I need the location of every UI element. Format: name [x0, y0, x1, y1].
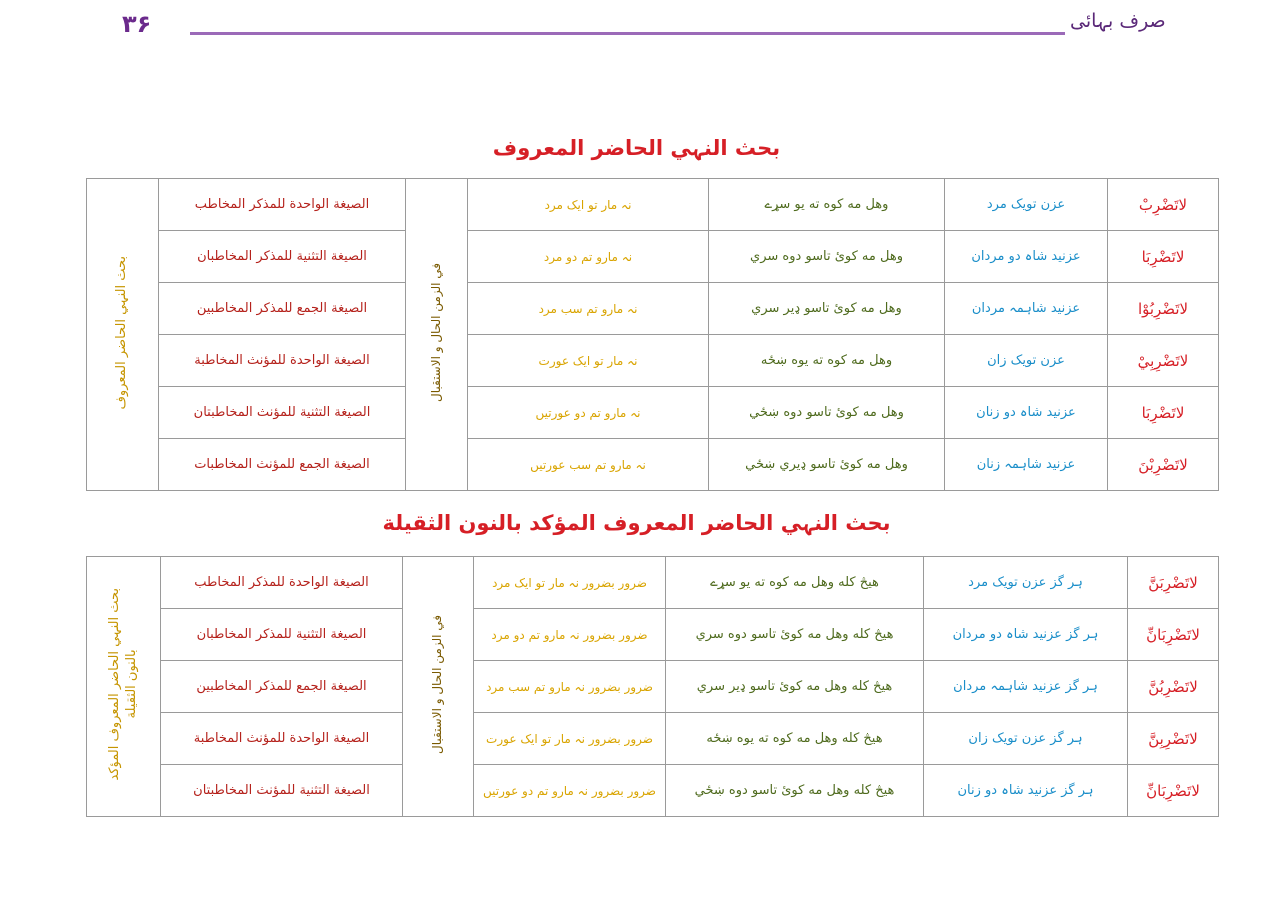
sigha-cell: الصیغة الواحدة للمذکر المخاطب	[160, 556, 403, 609]
sigha-cell: الصیغة الواحدة للمذکر المخاطب	[158, 178, 406, 231]
section1-side-label: بحث النہي الحاضر المعروف	[86, 178, 159, 491]
book-title: صرف بہائی	[1070, 10, 1166, 32]
sigha-cell: الصیغة الواحدة للمؤنث المخاطبة	[160, 712, 403, 765]
meaning-cell: نہ مارو تم سب عورتیں	[467, 438, 709, 491]
urdu-cell: ہر گز عزنید شاہ دو زنان	[923, 764, 1128, 817]
meaning-cell: نہ مارو تم دو عورتیں	[467, 386, 709, 439]
sigha-cell: الصیغة الجمع للمذکر المخاطبین	[158, 282, 406, 335]
pashto-cell: وهل مه کوئ تاسو دوه سري	[708, 230, 945, 283]
table-row: بحث النہي الحاضر المعروف المؤکد بالنون ال…	[86, 556, 1219, 817]
sigha-cell: الصیغة التثنیة للمذکر المخاطبان	[160, 608, 403, 661]
verb-cell: لاتَضْرِبُنَّ	[1127, 660, 1219, 713]
header-rule	[190, 32, 1065, 35]
urdu-cell: عزن تویک زان	[944, 334, 1108, 387]
meaning-cell: ضرور بضرور نہ مارو تم سب مرد	[473, 660, 666, 713]
pashto-cell: هیڅ کله وهل مه کوئ تاسو دوه ښځي	[665, 764, 924, 817]
pashto-cell: وهل مه کوئ تاسو ډیر سري	[708, 282, 945, 335]
verb-cell: لاتَضْرِبُوْا	[1107, 282, 1219, 335]
table-row: الصیغة الجمع للمذکر المخاطبین ضرور بضرور…	[87, 660, 1219, 713]
pashto-cell: وهل مه کوئ تاسو ډیري ښځي	[708, 438, 945, 491]
pashto-cell: هیڅ کله وهل مه کوئ تاسو ډیر سري	[665, 660, 924, 713]
verb-cell: لاتَضْرِبَانِّ	[1127, 608, 1219, 661]
verb-cell: لاتَضْرِبْنَ	[1107, 438, 1219, 491]
sigha-cell: الصیغة الواحدة للمؤنث المخاطبة	[158, 334, 406, 387]
pashto-cell: وهل مه کوئ تاسو دوه ښځي	[708, 386, 945, 439]
section1-table: بحث النہي الحاضر المعروف الصیغة الواحدة …	[86, 178, 1219, 491]
pashto-cell: وهل مه کوه ته یوه ښځه	[708, 334, 945, 387]
verb-cell: لاتَضْرِبِيْ	[1107, 334, 1219, 387]
pashto-cell: هیڅ کله وهل مه کوئ تاسو دوه سري	[665, 608, 924, 661]
table-row: الصیغة التثنیة للمذکر المخاطبان ضرور بضر…	[87, 608, 1219, 661]
verb-cell: لاتَضْرِبَا	[1107, 230, 1219, 283]
pashto-cell: هیڅ کله وهل مه کوه ته یوه ښځه	[665, 712, 924, 765]
section2-time-label: في الزمن الحال و الاستقبال	[402, 556, 474, 817]
sigha-cell: الصیغة التثنیة للمؤنث المخاطبتان	[158, 386, 406, 439]
section2-title: بحث النہي الحاضر المعروف المؤکد بالنون ا…	[382, 511, 891, 535]
table-row: الصیغة التثنیة للمؤنث المخاطبتان نہ مارو…	[87, 386, 1219, 439]
urdu-cell: عزنید شاہ دو زنان	[944, 386, 1108, 439]
urdu-cell: ہر گز عزنید شاہمہ مردان	[923, 660, 1128, 713]
section1-time-label: في الزمن الحال و الاستقبال	[405, 178, 468, 491]
sigha-cell: الصیغة التثنیة للمؤنث المخاطبتان	[160, 764, 403, 817]
table-row: الصیغة الواحدة للمؤنث المخاطبة ضرور بضرو…	[87, 712, 1219, 765]
meaning-cell: ضرور بضرور نہ مارو تم دو مرد	[473, 608, 666, 661]
section2-side-label: بحث النہي الحاضر المعروف المؤکد بالنون ال…	[86, 556, 161, 817]
verb-cell: لاتَضْرِبَا	[1107, 386, 1219, 439]
sigha-cell: الصیغة التثنیة للمذکر المخاطبان	[158, 230, 406, 283]
side-label-line1: بحث النہي الحاضر المعروف المؤکد	[106, 588, 122, 781]
pashto-cell: هیڅ کله وهل مه کوه ته یو سړے	[665, 556, 924, 609]
urdu-cell: عزنید شاہمہ مردان	[944, 282, 1108, 335]
section1-title: بحث النہي الحاضر المعروف	[492, 136, 781, 160]
verb-cell: لاتَضْرِبِنَّ	[1127, 712, 1219, 765]
meaning-cell: نہ مارو تم سب مرد	[467, 282, 709, 335]
table-row: الصیغة الجمع للمذکر المخاطبین نہ مارو تم…	[87, 282, 1219, 335]
urdu-cell: عزنید شاہمہ زنان	[944, 438, 1108, 491]
meaning-cell: نہ مار تو ایک مرد	[467, 178, 709, 231]
table-row: بحث النہي الحاضر المعروف الصیغة الواحدة …	[86, 178, 1219, 491]
meaning-cell: نہ مار تو ایک عورت	[467, 334, 709, 387]
table-row: الصیغة التثنیة للمذکر المخاطبان نہ مارو …	[87, 230, 1219, 283]
meaning-cell: ضرور بضرور نہ مارو تم دو عورتیں	[473, 764, 666, 817]
urdu-cell: عزنید شاہ دو مردان	[944, 230, 1108, 283]
pashto-cell: وهل مه کوه ته یو سړے	[708, 178, 945, 231]
table-row: الصیغة الجمع للمؤنث المخاطبات نہ مارو تم…	[87, 438, 1219, 491]
urdu-cell: ہر گز عزن تویک مرد	[923, 556, 1128, 609]
meaning-cell: ضرور بضرور نہ مار تو ایک مرد	[473, 556, 666, 609]
urdu-cell: عزن تویک مرد	[944, 178, 1108, 231]
urdu-cell: ہر گز عزن تویک زان	[923, 712, 1128, 765]
table-row: الصیغة الواحدة للمؤنث المخاطبة نہ مار تو…	[87, 334, 1219, 387]
side-label-line2: بالنون الثقیلة	[123, 649, 139, 720]
sigha-cell: الصیغة الجمع للمذکر المخاطبین	[160, 660, 403, 713]
meaning-cell: ضرور بضرور نہ مار تو ایک عورت	[473, 712, 666, 765]
table-row: الصیغة التثنیة للمؤنث المخاطبتان ضرور بض…	[87, 764, 1219, 817]
verb-cell: لاتَضْرِبَانِّ	[1127, 764, 1219, 817]
meaning-cell: نہ مارو تم دو مرد	[467, 230, 709, 283]
urdu-cell: ہر گز عزنید شاہ دو مردان	[923, 608, 1128, 661]
section2-table: بحث النہي الحاضر المعروف المؤکد بالنون ال…	[86, 556, 1219, 817]
page-number: ۳۶	[122, 10, 152, 38]
verb-cell: لاتَضْرِبْ	[1107, 178, 1219, 231]
verb-cell: لاتَضْرِبَنَّ	[1127, 556, 1219, 609]
sigha-cell: الصیغة الجمع للمؤنث المخاطبات	[158, 438, 406, 491]
